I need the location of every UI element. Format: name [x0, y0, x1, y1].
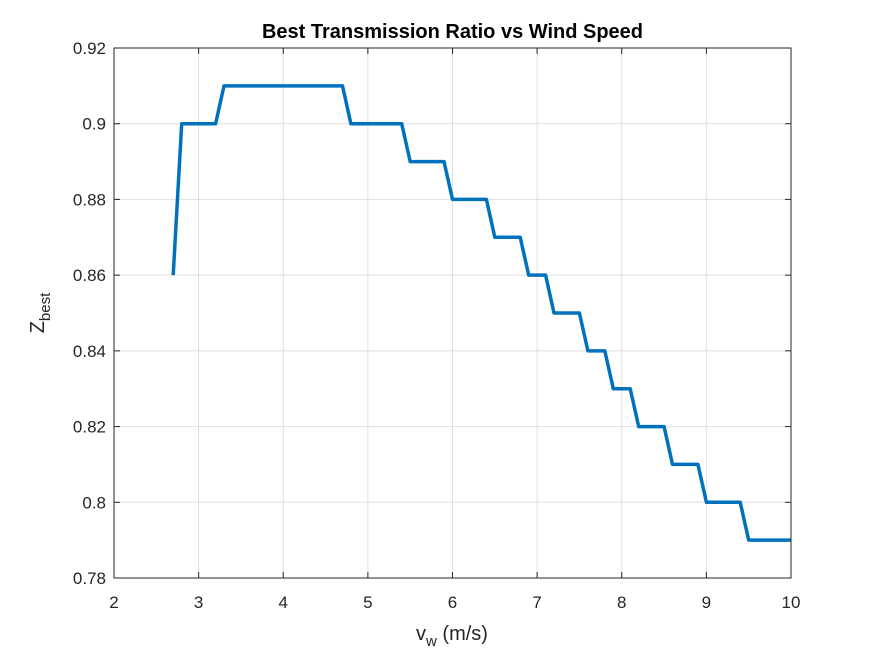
- y-tick-label: 0.92: [73, 39, 106, 58]
- x-axis-label-main: v: [416, 623, 426, 645]
- x-axis-label-sub: w: [425, 633, 437, 650]
- y-tick-label: 0.86: [73, 266, 106, 285]
- x-tick-label: 6: [448, 593, 457, 612]
- y-tick-label: 0.88: [73, 190, 106, 209]
- x-tick-label: 7: [532, 593, 541, 612]
- x-tick-label: 4: [279, 593, 288, 612]
- x-tick-labels: 2 3 4 5 6 7 8 9 10: [109, 593, 800, 612]
- y-tick-label: 0.84: [73, 342, 106, 361]
- x-tick-label: 8: [617, 593, 626, 612]
- y-axis-label-sub: best: [37, 292, 54, 321]
- data-layer: [171, 84, 791, 542]
- y-axis-label-main: Z: [27, 321, 49, 333]
- grid-lines: [114, 48, 791, 578]
- y-tick-label: 0.8: [82, 493, 106, 512]
- series-line: [171, 84, 791, 542]
- x-tick-label: 10: [782, 593, 801, 612]
- x-tick-label: 3: [194, 593, 203, 612]
- x-axis-label-unit: (m/s): [437, 623, 488, 645]
- x-tick-label: 5: [363, 593, 372, 612]
- tick-marks: [113, 47, 792, 579]
- y-tick-label: 0.9: [82, 115, 106, 134]
- y-tick-label: 0.82: [73, 418, 106, 437]
- y-axis-label: Zbest: [27, 292, 54, 333]
- x-tick-label: 2: [109, 593, 118, 612]
- x-tick-label: 9: [702, 593, 711, 612]
- x-axis-label: vw (m/s): [416, 623, 488, 650]
- chart-title: Best Transmission Ratio vs Wind Speed: [262, 21, 643, 43]
- y-tick-labels: 0.78 0.8 0.82 0.84 0.86 0.88 0.9 0.92: [73, 39, 106, 588]
- y-tick-label: 0.78: [73, 569, 106, 588]
